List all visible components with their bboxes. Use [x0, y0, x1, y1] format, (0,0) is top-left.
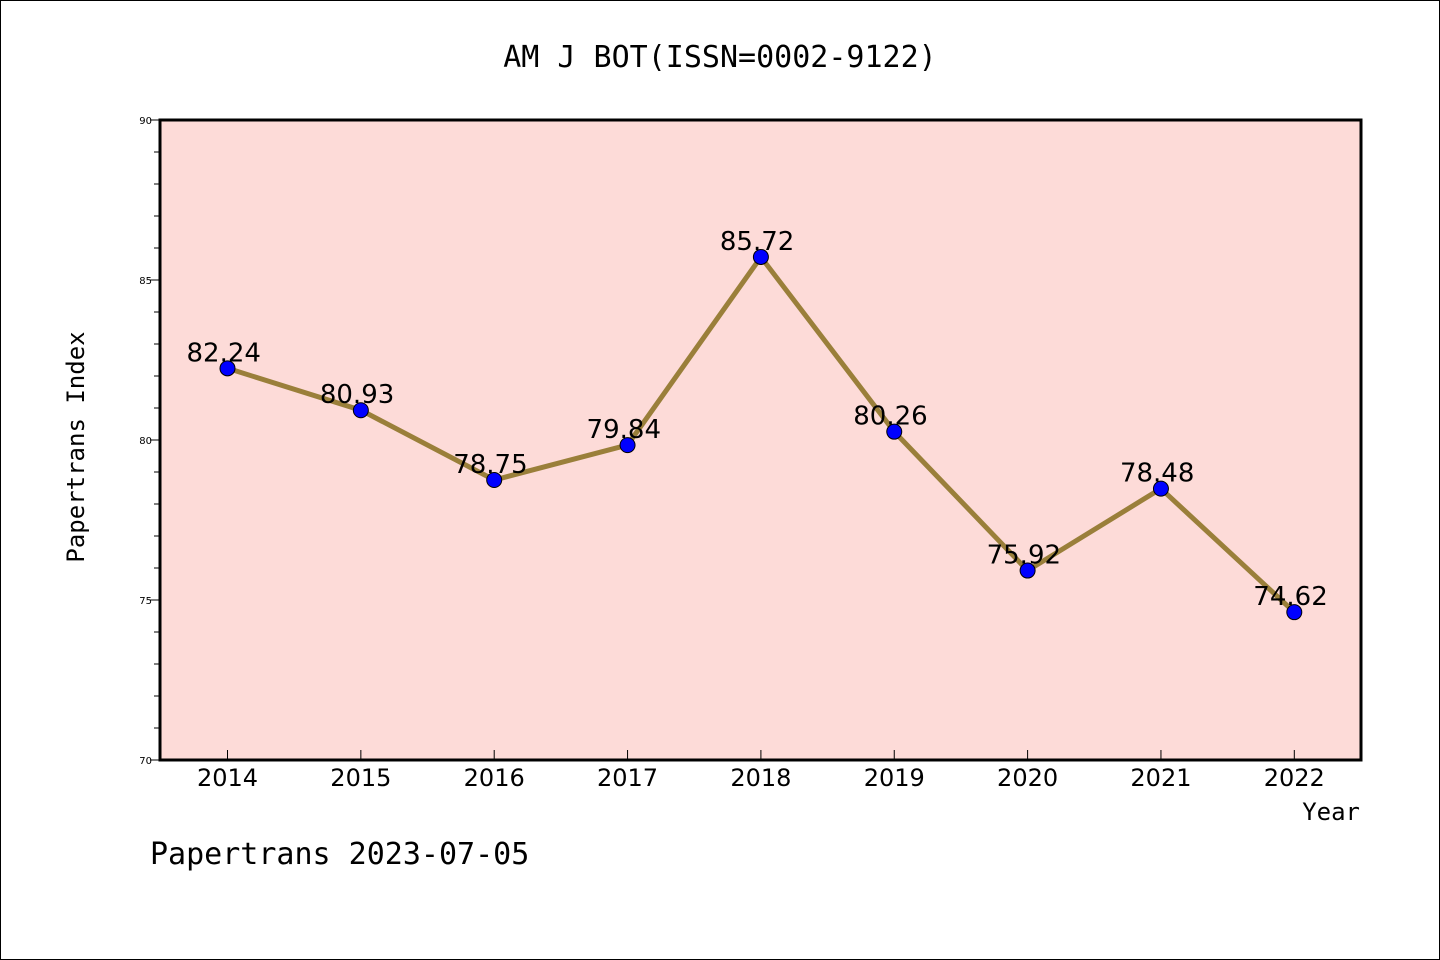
chart-title: AM J BOT(ISSN=0002-9122) [503, 40, 936, 75]
x-axis-ticks: 2014 2015 2016 2017 2018 2019 2020 2021 2022 [197, 750, 1325, 792]
data-point-markers [219, 248, 1303, 621]
data-label: 79.84 [587, 415, 661, 445]
data-point [619, 437, 636, 454]
data-label: 74.62 [1253, 582, 1327, 612]
x-tick-label: 2016 [464, 764, 525, 792]
y-tick-label: 80 [139, 436, 152, 447]
footer-date-label: Papertrans 2023-07-05 [150, 837, 529, 872]
x-tick-label: 2020 [997, 764, 1058, 792]
y-axis-label: Papertrans Index [62, 331, 90, 562]
data-point [1286, 604, 1303, 621]
data-point [886, 423, 903, 440]
y-tick-label: 85 [139, 276, 152, 287]
y-tick-label: 90 [139, 116, 152, 127]
data-point [219, 360, 236, 377]
data-point [486, 472, 503, 488]
x-tick-label: 2022 [1264, 764, 1325, 792]
data-point [752, 248, 769, 265]
y-tick-label: 70 [139, 756, 152, 767]
x-tick-label: 2015 [330, 764, 391, 792]
data-label: 85.72 [720, 227, 794, 257]
plot-border [158, 118, 1363, 762]
x-tick-label: 2019 [864, 764, 925, 792]
data-point [1019, 562, 1036, 579]
data-point [1152, 480, 1169, 497]
data-point [352, 402, 369, 419]
data-labels: 82.24 80.93 78.75 79.84 85.72 80.26 75.92 78.48… [187, 227, 1328, 612]
data-label: 80.26 [853, 402, 927, 432]
data-label: 75.92 [987, 541, 1061, 571]
x-tick-label: 2017 [597, 764, 658, 792]
data-label: 80.93 [320, 380, 394, 410]
y-tick-label: 75 [139, 596, 152, 607]
x-tick-label: 2014 [197, 764, 258, 792]
y-axis-ticks: 70 75 80 85 90 [139, 116, 160, 767]
x-tick-label: 2021 [1130, 764, 1191, 792]
data-label: 78.75 [453, 450, 527, 480]
x-tick-label: 2018 [730, 764, 791, 792]
data-label: 78.48 [1120, 459, 1194, 489]
data-label: 82.24 [187, 338, 261, 368]
plot-area [160, 120, 1361, 760]
x-axis-label: Year [1302, 798, 1360, 826]
